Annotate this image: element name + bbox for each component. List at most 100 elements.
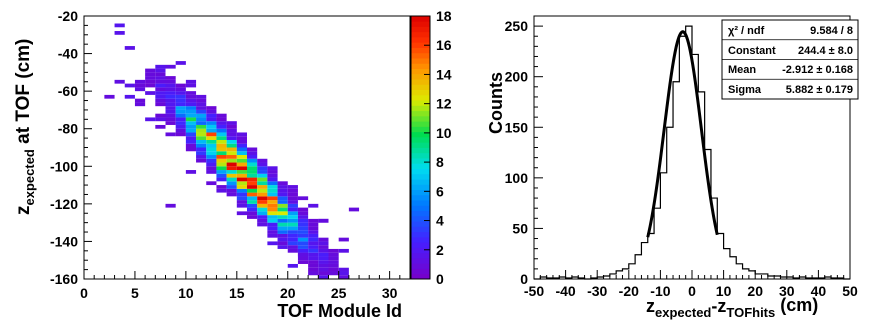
palette-tick-label: 18 xyxy=(436,8,452,24)
heatmap-cell xyxy=(236,211,247,216)
heatmap-cell xyxy=(155,91,166,95)
histogram-frame xyxy=(533,15,851,280)
heatmap-panel: 0 5 10 15 20 25 30 -160 -140 -120 -100 -80 -60 -40 -2… xyxy=(13,8,411,321)
heatmap-cell xyxy=(216,117,227,122)
heatmap-cell xyxy=(185,102,197,107)
heatmap-cell xyxy=(267,196,278,201)
heatmap-cell xyxy=(175,98,186,103)
heatmap-cell xyxy=(328,271,339,276)
heatmap-cell xyxy=(155,72,166,77)
palette-tick-label: 4 xyxy=(436,213,444,229)
heatmap-cell xyxy=(236,173,247,178)
heatmap-cell xyxy=(185,128,197,133)
palette-band xyxy=(411,79,430,85)
heatmap-y-tick-label: -20 xyxy=(58,8,78,24)
heatmap-cell xyxy=(287,218,298,223)
heatmap-cell xyxy=(267,192,278,197)
heatmap-cell xyxy=(216,155,227,159)
heatmap-cell xyxy=(175,87,186,92)
heatmap-cell xyxy=(247,211,258,216)
heatmap-cell xyxy=(297,252,309,257)
palette-band xyxy=(411,163,430,169)
heatmap-cell xyxy=(267,200,278,204)
stats-value: -2.912 ± 0.168 xyxy=(782,64,853,76)
heatmap-cell xyxy=(145,68,156,73)
heatmap-x-tick-label: 15 xyxy=(229,285,245,301)
heatmap-cell xyxy=(308,263,319,268)
heatmap-cell xyxy=(185,109,197,114)
stats-value: 9.584 / 8 xyxy=(810,25,853,37)
heatmap-cell xyxy=(297,196,309,201)
heatmap-cell xyxy=(328,260,339,264)
palette-ticks: 0 2 4 6 8 10 12 14 16 18 xyxy=(424,8,452,287)
palette-band xyxy=(411,84,430,91)
heatmap-cell xyxy=(277,211,288,216)
heatmap-cell xyxy=(297,230,309,234)
heatmap-cell xyxy=(185,139,197,144)
heatmap-cell xyxy=(297,237,309,242)
heatmap-cell xyxy=(277,241,288,246)
palette-band xyxy=(411,152,430,159)
heatmap-x-tick-label: 0 xyxy=(80,285,88,301)
heatmap-cell xyxy=(175,83,186,88)
heatmap-cell xyxy=(247,192,258,197)
heatmap-cell xyxy=(236,170,247,174)
heatmap-cell xyxy=(267,222,278,227)
heatmap-cell xyxy=(226,192,237,197)
heatmap-cell xyxy=(185,132,197,137)
heatmap-cell xyxy=(318,271,329,276)
heatmap-cell xyxy=(206,113,217,118)
heatmap-cell xyxy=(216,124,227,129)
heatmap-cell xyxy=(257,192,268,197)
palette-band xyxy=(411,189,430,196)
heatmap-cell xyxy=(277,188,288,193)
heatmap-cell xyxy=(216,113,227,118)
heatmap-cell xyxy=(328,256,339,261)
palette-band xyxy=(411,257,430,264)
heatmap-cell xyxy=(206,162,217,167)
heatmap-cell xyxy=(277,181,288,186)
heatmap-cell xyxy=(196,113,207,118)
heatmap-cell xyxy=(155,117,166,122)
heatmap-cell xyxy=(318,275,329,279)
heatmap-x-tick-label: 25 xyxy=(331,285,347,301)
heatmap-cell xyxy=(247,203,258,208)
palette-band xyxy=(411,21,430,27)
heatmap-cell xyxy=(206,158,217,163)
stats-value: 244.4 ± 8.0 xyxy=(798,45,853,57)
palette-band xyxy=(411,242,430,248)
heatmap-cell xyxy=(236,192,247,197)
heatmap-cell xyxy=(308,230,319,234)
heatmap-cell xyxy=(236,132,247,137)
heatmap-cell xyxy=(338,237,349,242)
heatmap-cell xyxy=(206,136,217,140)
heatmap-cell xyxy=(175,124,186,129)
heatmap-cell xyxy=(287,207,298,212)
heatmap-cell xyxy=(247,173,258,178)
heatmap-cell xyxy=(267,211,278,216)
heatmap-cell xyxy=(247,196,258,201)
heatmap-cell xyxy=(196,121,207,125)
heatmap-cell xyxy=(216,166,227,171)
heatmap-cell xyxy=(124,83,135,88)
heatmap-x-ticks: 0 5 10 15 20 25 30 xyxy=(80,271,401,301)
heatmap-cell xyxy=(287,185,298,189)
heatmap-cell xyxy=(185,121,197,125)
heatmap-y-tick-label: -140 xyxy=(50,233,78,249)
heatmap-cell xyxy=(247,185,258,189)
heatmap-cell xyxy=(318,241,329,246)
heatmap-cell xyxy=(216,158,227,163)
heatmap-cell xyxy=(165,79,176,84)
heatmap-cell xyxy=(236,147,247,152)
heatmap-cell xyxy=(165,94,176,99)
histogram-y-tick-label: 0 xyxy=(520,271,528,287)
heatmap-cell xyxy=(287,188,298,193)
heatmap-cell xyxy=(185,124,197,129)
histogram-y-tick-label: 200 xyxy=(505,69,529,85)
palette-band xyxy=(411,89,430,96)
heatmap-cell xyxy=(206,106,217,110)
heatmap-cell xyxy=(236,158,247,163)
heatmap-cell xyxy=(175,91,186,95)
heatmap-cell xyxy=(287,226,298,231)
heatmap-cell xyxy=(287,233,298,238)
